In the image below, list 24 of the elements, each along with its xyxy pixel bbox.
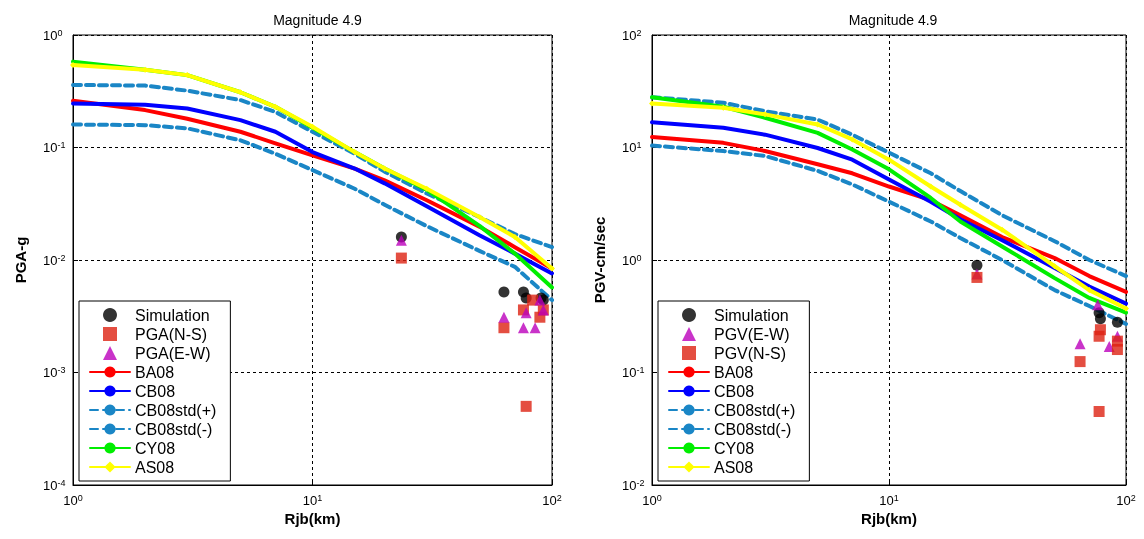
legend-label: CB08 bbox=[714, 382, 755, 400]
legend-label: AS08 bbox=[714, 458, 754, 476]
x-axis-title: Rjb(km) bbox=[861, 510, 917, 528]
x-axis-title: Rjb(km) bbox=[284, 510, 341, 528]
legend-label: CB08std(+) bbox=[714, 401, 796, 419]
legend-label: AS08 bbox=[135, 458, 175, 476]
legend-label: PGV(E-W) bbox=[714, 325, 790, 343]
legend-label: CY08 bbox=[714, 439, 755, 457]
legend-label: Simulation bbox=[714, 306, 789, 324]
legend-label: CB08std(-) bbox=[135, 420, 213, 438]
legend-label: PGA(N-S) bbox=[135, 325, 207, 343]
legend-label: PGA(E-W) bbox=[135, 344, 211, 362]
chart-title: Magnitude 4.9 bbox=[848, 12, 938, 28]
legend-label: CY08 bbox=[135, 439, 176, 457]
y-axis-title: PGA-g bbox=[12, 236, 29, 284]
legend-label: BA08 bbox=[135, 363, 175, 381]
legend-label: CB08std(+) bbox=[135, 401, 217, 419]
legend-label: Simulation bbox=[135, 306, 210, 324]
legend-label: CB08 bbox=[135, 382, 176, 400]
legend-label: CB08std(-) bbox=[714, 420, 792, 438]
y-axis-title: PGV-cm/sec bbox=[591, 216, 608, 304]
legend-label: PGV(N-S) bbox=[714, 344, 786, 362]
chart-title: Magnitude 4.9 bbox=[273, 12, 363, 28]
legend-label: BA08 bbox=[714, 363, 754, 381]
